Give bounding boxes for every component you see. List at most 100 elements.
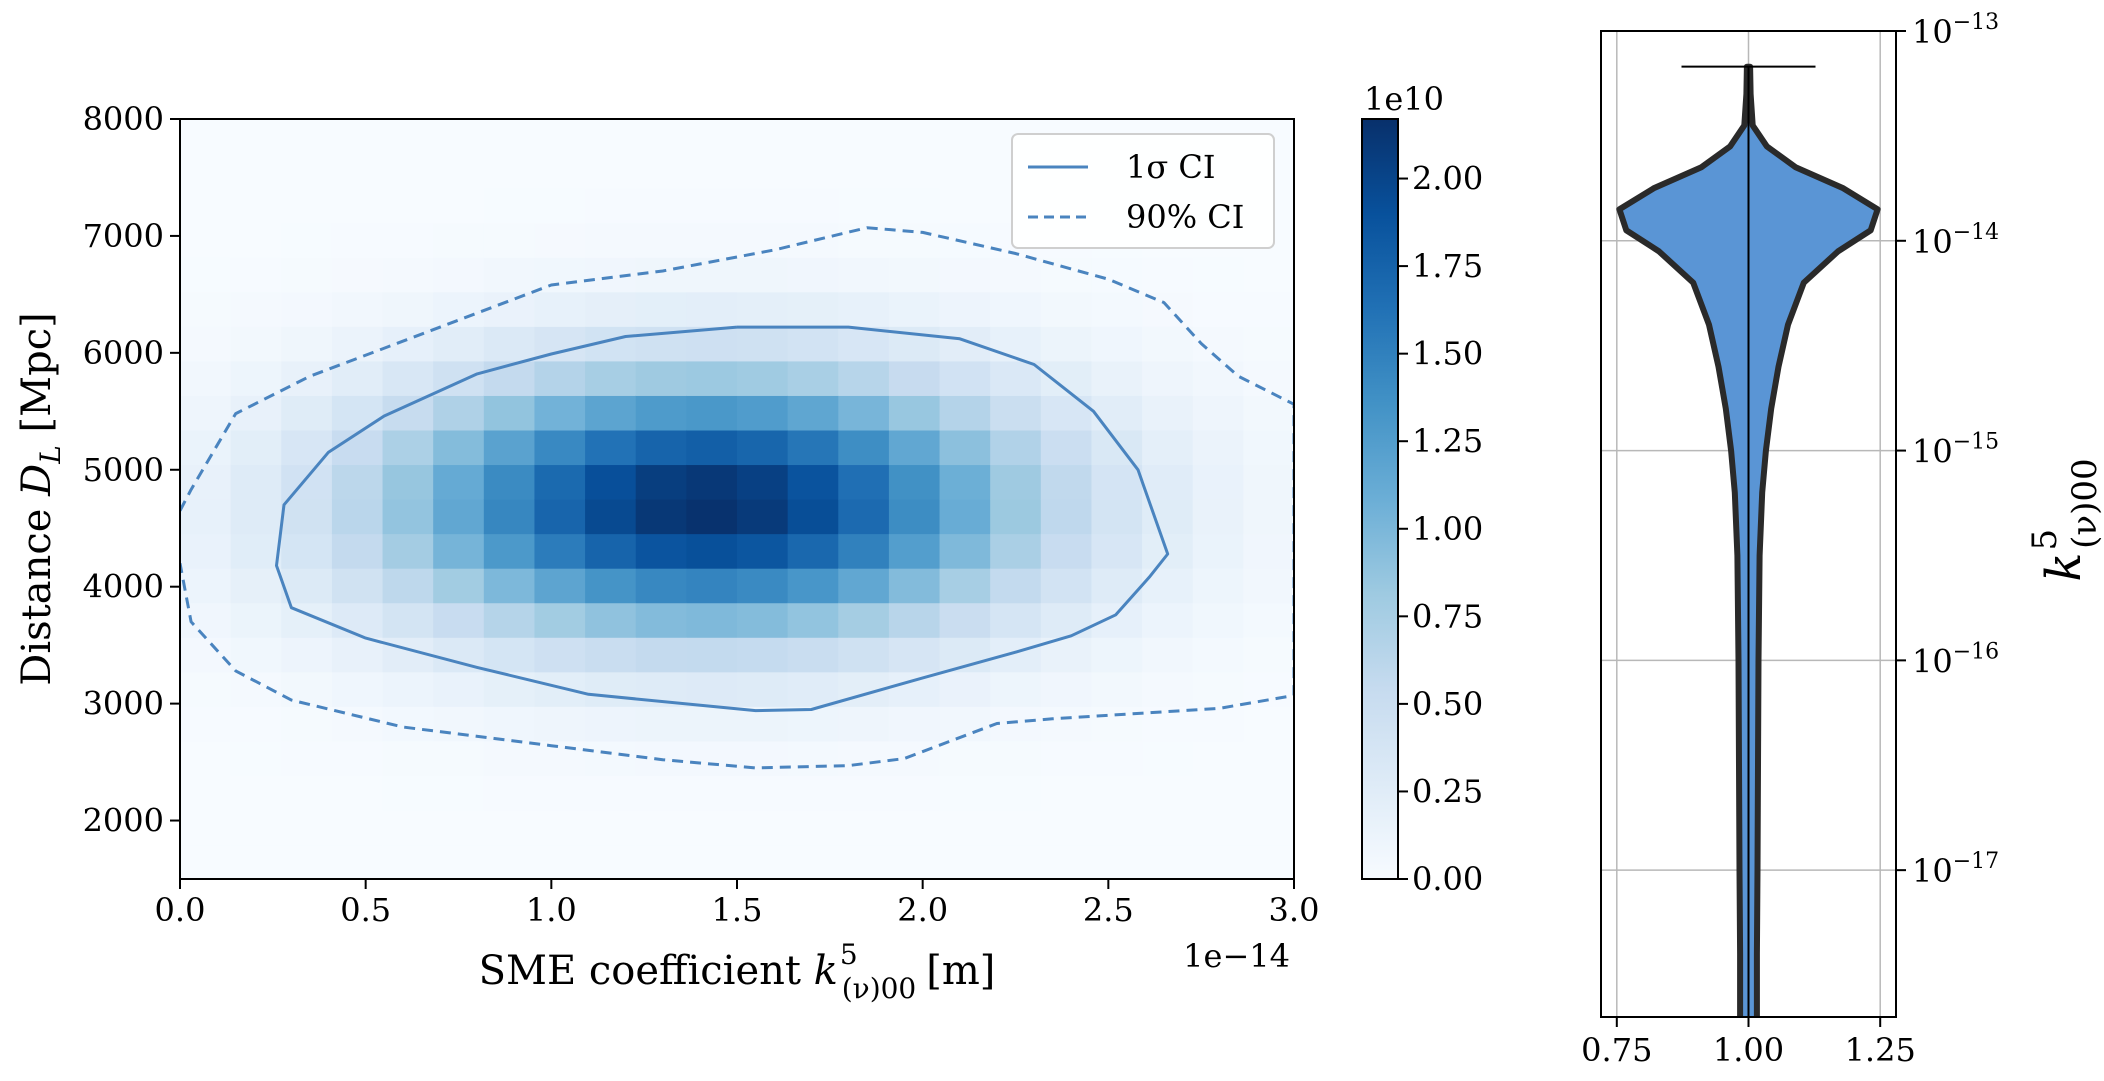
- heatmap-cell: [585, 499, 637, 535]
- heatmap-cell: [1091, 809, 1143, 846]
- heatmap-cell: [1243, 326, 1294, 362]
- heatmap-cell: [939, 188, 991, 224]
- heatmap-cell: [1040, 533, 1093, 569]
- heatmap-cell: [180, 257, 232, 293]
- heatmap-cell: [382, 499, 434, 535]
- heatmap-cell: [433, 429, 485, 466]
- heatmap-cell: [433, 291, 485, 327]
- heatmap-cell: [331, 222, 384, 258]
- heatmap-cell: [331, 499, 384, 535]
- heatmap-cell: [534, 188, 586, 224]
- violin-x-ticks: 0.75 1.00 1.25: [1581, 1017, 1916, 1069]
- heatmap-cell: [1091, 499, 1143, 535]
- heatmap-cell: [180, 706, 232, 742]
- heatmap-cell: [737, 188, 789, 224]
- heatmap-cell: [990, 809, 1042, 846]
- heatmap-cell: [585, 188, 637, 224]
- colorbar-tick-label: 0.25: [1412, 772, 1483, 810]
- heatmap-cell: [585, 844, 637, 879]
- heatmap-cell: [838, 499, 890, 535]
- heatmap-cell: [787, 222, 839, 258]
- y-tick-label: 3000: [83, 685, 164, 723]
- heatmap-cell: [686, 429, 738, 466]
- heatmap-cell: [483, 844, 536, 879]
- y-tick-label: 6000: [83, 334, 164, 372]
- heatmap-cell: [1142, 257, 1194, 293]
- heatmap-cell: [331, 291, 384, 327]
- x-tick-label: 1.5: [712, 891, 763, 929]
- heatmap-cell: [737, 844, 789, 879]
- heatmap-cell: [838, 775, 890, 811]
- violin-y-tick-exponent: −15: [1953, 430, 1999, 455]
- heatmap-cell: [331, 326, 384, 362]
- heatmap-cell: [635, 119, 687, 155]
- heatmap-cell: [1091, 775, 1143, 811]
- heatmap-cell: [888, 464, 941, 500]
- heatmap-cell: [483, 809, 536, 846]
- heatmap-cell: [534, 464, 586, 500]
- heatmap-cell: [990, 602, 1042, 638]
- heatmap-cell: [1243, 844, 1294, 879]
- violin-y-tick-exponent: −16: [1953, 639, 1999, 664]
- heatmap-cell: [737, 533, 789, 569]
- heatmap-cell: [838, 360, 890, 396]
- heatmap-cell: [382, 291, 434, 327]
- heatmap-cell: [1091, 671, 1143, 707]
- heatmap-cell: [635, 395, 687, 431]
- heatmap-cell: [180, 809, 232, 846]
- heatmap-cell: [1243, 671, 1294, 707]
- x-offset-label: 1e−14: [1183, 937, 1290, 975]
- heatmap-cell: [1142, 464, 1194, 500]
- heatmap-cell: [1243, 740, 1294, 776]
- heatmap-cell: [939, 499, 991, 535]
- heatmap-cell: [737, 291, 789, 327]
- heatmap-cell: [1142, 637, 1194, 673]
- heatmap-cell: [230, 188, 282, 224]
- heatmap-cell: [534, 671, 586, 707]
- heatmap-cell: [180, 637, 232, 673]
- heatmap-cell: [180, 499, 232, 535]
- heatmap-cell: [939, 671, 991, 707]
- heatmap-cell: [737, 706, 789, 742]
- heatmap-cell: [483, 188, 536, 224]
- heatmap-cell: [281, 499, 333, 535]
- heatmap-cell: [230, 464, 282, 500]
- heatmap-cell: [838, 222, 890, 258]
- heatmap-cell: [1142, 429, 1194, 466]
- heatmap-cell: [1142, 360, 1194, 396]
- heatmap-cell: [939, 395, 991, 431]
- heatmap-cell: [585, 671, 637, 707]
- heatmap-cell: [838, 568, 890, 604]
- heatmap-cell: [230, 326, 282, 362]
- heatmap-cell: [838, 706, 890, 742]
- x-tick-label: 0.5: [340, 891, 391, 929]
- colorbar-gradient: [1361, 118, 1399, 880]
- heatmap-cell: [635, 291, 687, 327]
- heatmap-cell: [990, 429, 1042, 466]
- heatmap-cell: [1040, 706, 1093, 742]
- heatmap-cell: [787, 775, 839, 811]
- heatmap-cell: [737, 429, 789, 466]
- violin-y-tick-label: 10−16: [1912, 639, 1999, 680]
- heatmap-cell: [686, 809, 738, 846]
- heatmap-cell: [939, 809, 991, 846]
- heatmap-cell: [990, 291, 1042, 327]
- heatmap-cell: [180, 395, 232, 431]
- heatmap-cell: [939, 464, 991, 500]
- heatmap-cell: [990, 395, 1042, 431]
- heatmap-cell: [382, 464, 434, 500]
- heatmap-cell: [990, 568, 1042, 604]
- heatmap-cell: [939, 568, 991, 604]
- heatmap-cell: [888, 671, 941, 707]
- heatmap-cell: [686, 464, 738, 500]
- heatmap-cell: [1192, 291, 1244, 327]
- heatmap-cell: [281, 188, 333, 224]
- heatmap-cell: [737, 257, 789, 293]
- heatmap-cell: [1091, 429, 1143, 466]
- heatmap-cell: [635, 153, 687, 189]
- heatmap-cell: [1192, 464, 1244, 500]
- heatmap-cell: [534, 119, 586, 155]
- heatmap-cell: [585, 429, 637, 466]
- heatmap-cell: [838, 291, 890, 327]
- heatmap-cell: [686, 153, 738, 189]
